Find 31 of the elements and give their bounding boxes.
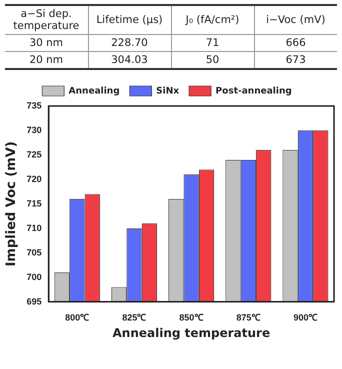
y-axis-title: Implied Voc (mV)	[4, 141, 20, 267]
y-tick-label: 705	[26, 247, 42, 258]
legend-label: Post-annealing	[216, 86, 292, 96]
y-tick-label: 710	[26, 222, 42, 233]
x-tick-label: 875℃	[236, 312, 260, 323]
text: i−Voc (mV)	[254, 5, 337, 34]
y-tick-label: 720	[26, 174, 42, 184]
y-tick-label: 700	[26, 272, 42, 282]
y-tick-label: 730	[26, 124, 42, 135]
y-tick-label: 715	[26, 198, 42, 208]
text: 304.03	[88, 52, 171, 69]
x-tick-label: 850℃	[179, 312, 204, 323]
x-tick-label: 800℃	[65, 312, 90, 323]
y-tick-label: 725	[26, 149, 42, 160]
text: 50	[171, 52, 254, 69]
y-tick-label: 735	[26, 100, 42, 110]
text: a−Si dep. temperature	[5, 5, 88, 34]
text: 666	[254, 34, 337, 52]
text: 228.70	[88, 34, 171, 52]
text: Lifetime (μs)	[88, 5, 171, 34]
text: 20 nm	[5, 52, 88, 69]
text: J₀ (fA/cm²)	[171, 5, 254, 34]
legend-label: Annealing	[68, 86, 120, 96]
x-tick-label: 900℃	[293, 312, 318, 323]
x-tick-label: 825℃	[122, 312, 146, 323]
y-tick-label: 695	[26, 296, 42, 306]
legend-label: SiNx	[156, 86, 180, 96]
text: 673	[254, 52, 337, 69]
x-axis-title: Annealing temperature	[112, 326, 270, 340]
text: 71	[171, 34, 254, 52]
text: 30 nm	[5, 34, 88, 52]
